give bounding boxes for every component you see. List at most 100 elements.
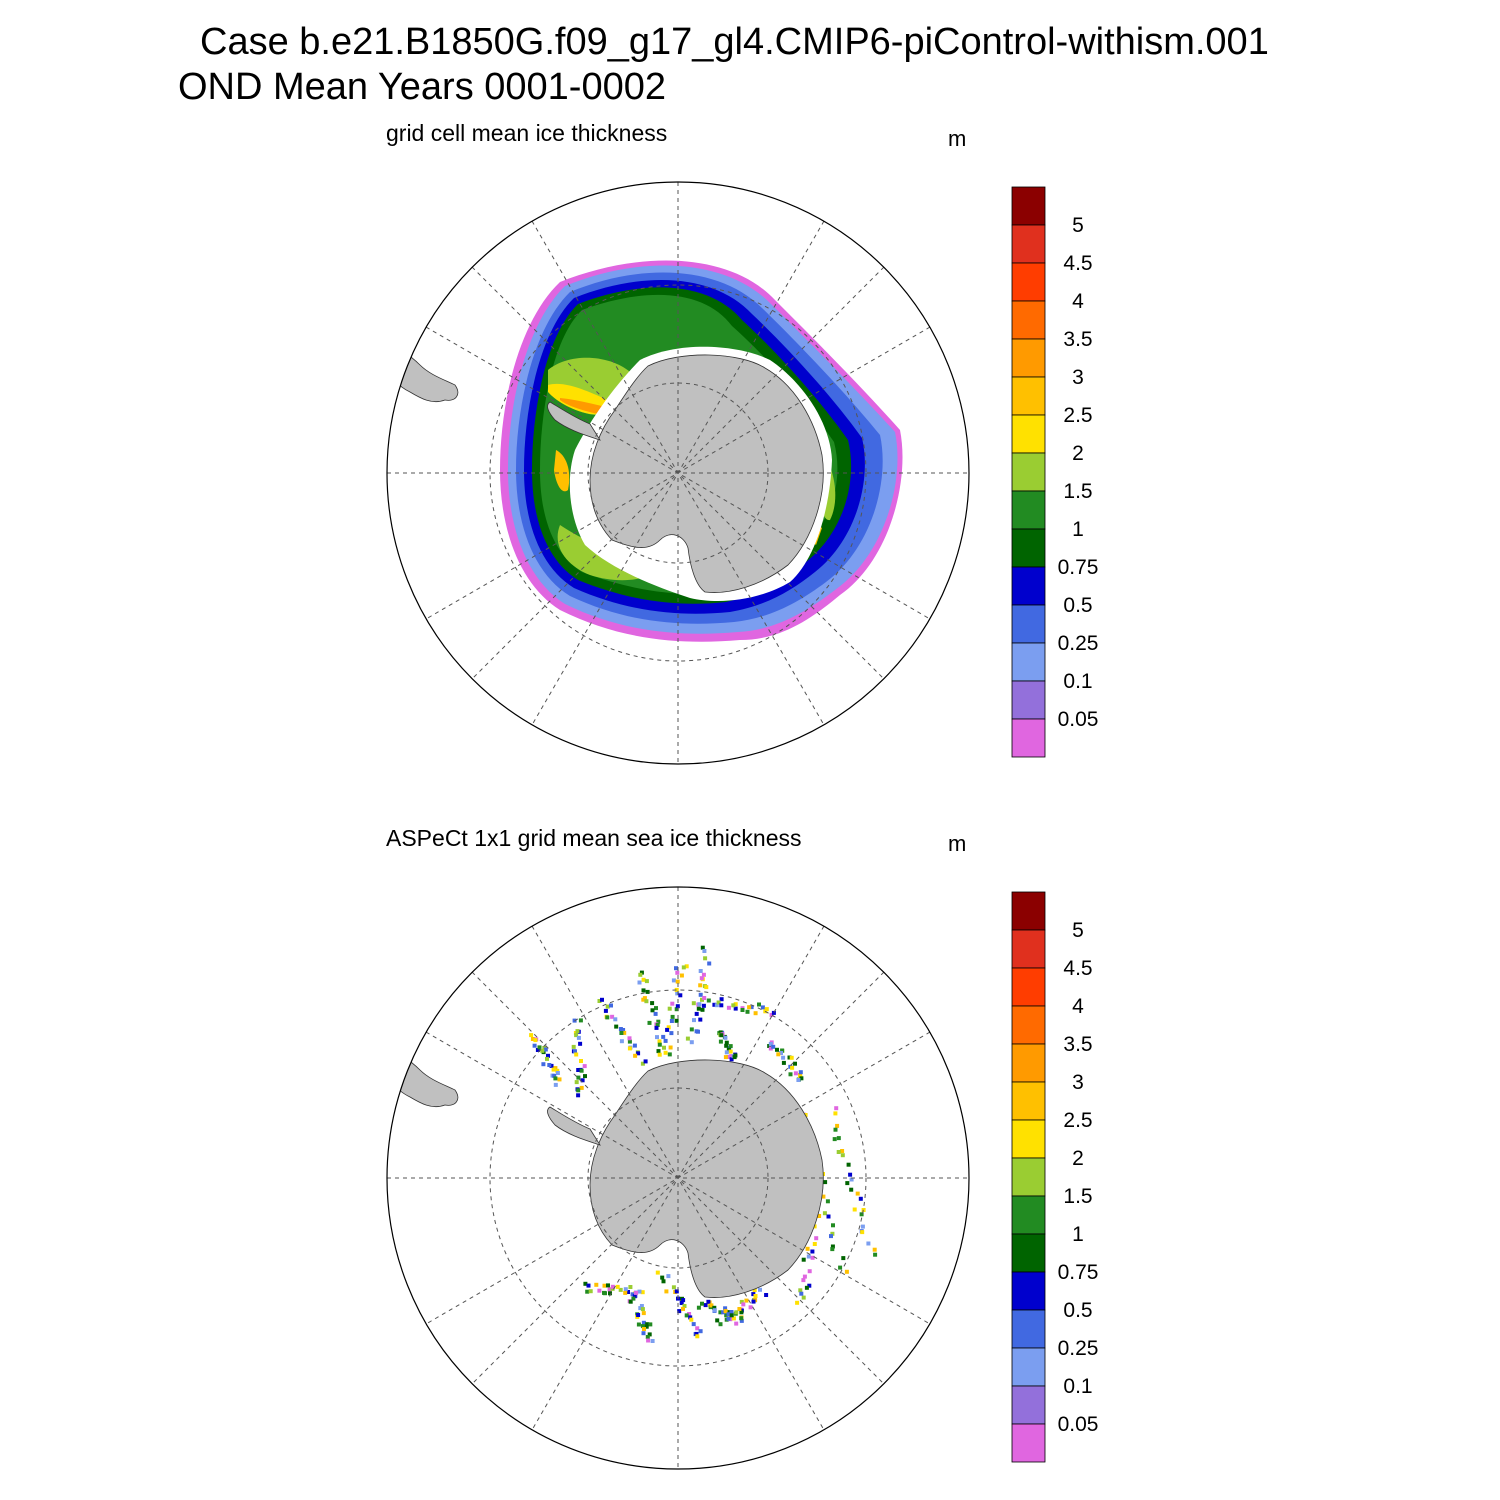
obs-cell bbox=[739, 1316, 744, 1321]
obs-cell bbox=[573, 1049, 577, 1054]
obs-cell bbox=[535, 1048, 540, 1052]
colorbar-tick-label: 0.5 bbox=[1063, 1299, 1092, 1322]
obs-cell bbox=[771, 1010, 776, 1015]
colorbar-tick-label: 0.25 bbox=[1058, 1337, 1099, 1360]
obs-cell bbox=[600, 997, 604, 1002]
colorbar-tick-label: 3.5 bbox=[1063, 328, 1092, 351]
obs-cell bbox=[582, 1064, 587, 1069]
obs-cell bbox=[639, 970, 644, 975]
obs-cell bbox=[574, 1080, 579, 1085]
obs-cell bbox=[663, 1038, 668, 1043]
obs-cell bbox=[642, 1327, 646, 1331]
colorbar-tick-label: 0.1 bbox=[1063, 1375, 1092, 1398]
obs-cell bbox=[758, 1287, 762, 1292]
units-label-obs: m bbox=[948, 831, 967, 856]
obs-cell bbox=[540, 1048, 545, 1053]
colorbar-swatch bbox=[1011, 1195, 1046, 1235]
obs-cell bbox=[588, 1289, 593, 1294]
obs-cell bbox=[695, 1326, 700, 1331]
obs-cell bbox=[726, 1005, 731, 1010]
obs-cell bbox=[678, 993, 683, 998]
obs-cell bbox=[845, 1181, 850, 1186]
obs-cell bbox=[692, 1018, 696, 1023]
obs-cell bbox=[724, 1043, 729, 1048]
obs-cell bbox=[642, 996, 647, 1001]
obs-cell bbox=[580, 1078, 585, 1083]
obs-cell bbox=[718, 1310, 723, 1315]
colorbar-swatch bbox=[1011, 1043, 1046, 1083]
obs-cell bbox=[682, 1304, 687, 1308]
obs-cell bbox=[719, 997, 724, 1002]
units-label-model: m bbox=[948, 126, 967, 151]
obs-cell bbox=[583, 1074, 587, 1079]
obs-cell bbox=[835, 1123, 840, 1128]
obs-cell bbox=[597, 999, 602, 1003]
obs-cell bbox=[844, 1269, 849, 1274]
obs-cell bbox=[849, 1177, 854, 1182]
colorbar-swatch bbox=[1011, 1233, 1046, 1273]
obs-cell bbox=[607, 1287, 612, 1292]
obs-cell bbox=[644, 979, 649, 984]
obs-cell bbox=[724, 1050, 729, 1055]
colorbar-tick-label: 1 bbox=[1072, 518, 1084, 541]
obs-cell bbox=[840, 1149, 845, 1153]
obs-cell bbox=[668, 1045, 673, 1050]
obs-cell bbox=[654, 1025, 659, 1030]
obs-cell bbox=[645, 1322, 650, 1327]
colorbar-tick-label: 3.5 bbox=[1063, 1033, 1092, 1056]
colorbar-swatch bbox=[1011, 1423, 1046, 1463]
obs-cell bbox=[714, 1003, 719, 1008]
obs-cell bbox=[745, 1009, 750, 1014]
antarctic-peninsula-obs bbox=[547, 1106, 601, 1146]
obs-cell bbox=[529, 1033, 534, 1038]
obs-cell bbox=[726, 1312, 731, 1317]
obs-cell bbox=[661, 1034, 666, 1039]
obs-cell bbox=[723, 1035, 728, 1040]
colorbar-tick-label: 4.5 bbox=[1063, 957, 1092, 980]
obs-cell bbox=[579, 1059, 583, 1063]
obs-cell bbox=[838, 1265, 843, 1270]
colorbar-tick-label: 2.5 bbox=[1063, 404, 1092, 427]
obs-cell bbox=[753, 1011, 758, 1016]
obs-cell bbox=[669, 1031, 674, 1036]
obs-cell bbox=[787, 1055, 792, 1060]
antarctic-peninsula bbox=[547, 401, 601, 441]
obs-cell bbox=[694, 1011, 699, 1016]
obs-cell bbox=[700, 1007, 705, 1012]
figure-title-period: OND Mean Years 0001-0002 bbox=[178, 66, 666, 108]
obs-cell bbox=[552, 1073, 557, 1078]
obs-cell bbox=[679, 973, 684, 978]
obs-cell bbox=[685, 1036, 690, 1041]
obs-cell bbox=[647, 1332, 652, 1337]
obs-cell bbox=[696, 1006, 701, 1011]
obs-cell bbox=[764, 1293, 769, 1297]
colorbar-swatch bbox=[1011, 604, 1046, 644]
obs-cell bbox=[610, 1284, 615, 1289]
obs-cell bbox=[726, 1055, 730, 1059]
obs-cell bbox=[679, 1301, 684, 1305]
obs-cell bbox=[697, 1002, 702, 1007]
obs-cell bbox=[729, 1054, 734, 1059]
obs-cell bbox=[872, 1247, 877, 1252]
obs-cell bbox=[660, 1275, 665, 1280]
colorbar-swatch bbox=[1011, 414, 1046, 454]
colorbar-swatch bbox=[1011, 642, 1046, 682]
obs-cell bbox=[812, 1242, 817, 1246]
obs-cell bbox=[810, 1255, 815, 1260]
obs-cell bbox=[674, 1018, 679, 1023]
obs-cell bbox=[723, 1309, 728, 1314]
obs-cell bbox=[833, 1127, 838, 1132]
obs-cell bbox=[646, 1338, 651, 1343]
obs-cell bbox=[701, 972, 706, 977]
obs-cell bbox=[606, 1283, 610, 1288]
obs-ship-tracks bbox=[529, 945, 878, 1343]
obs-cell bbox=[576, 1035, 581, 1040]
obs-cell bbox=[798, 1073, 803, 1077]
south-america-tip bbox=[387, 339, 459, 403]
obs-cell bbox=[675, 979, 680, 984]
obs-cell bbox=[648, 1322, 653, 1327]
obs-cell bbox=[849, 1187, 854, 1192]
obs-cell bbox=[586, 1283, 591, 1288]
obs-cell bbox=[674, 1007, 679, 1012]
obs-cell bbox=[729, 1313, 734, 1318]
